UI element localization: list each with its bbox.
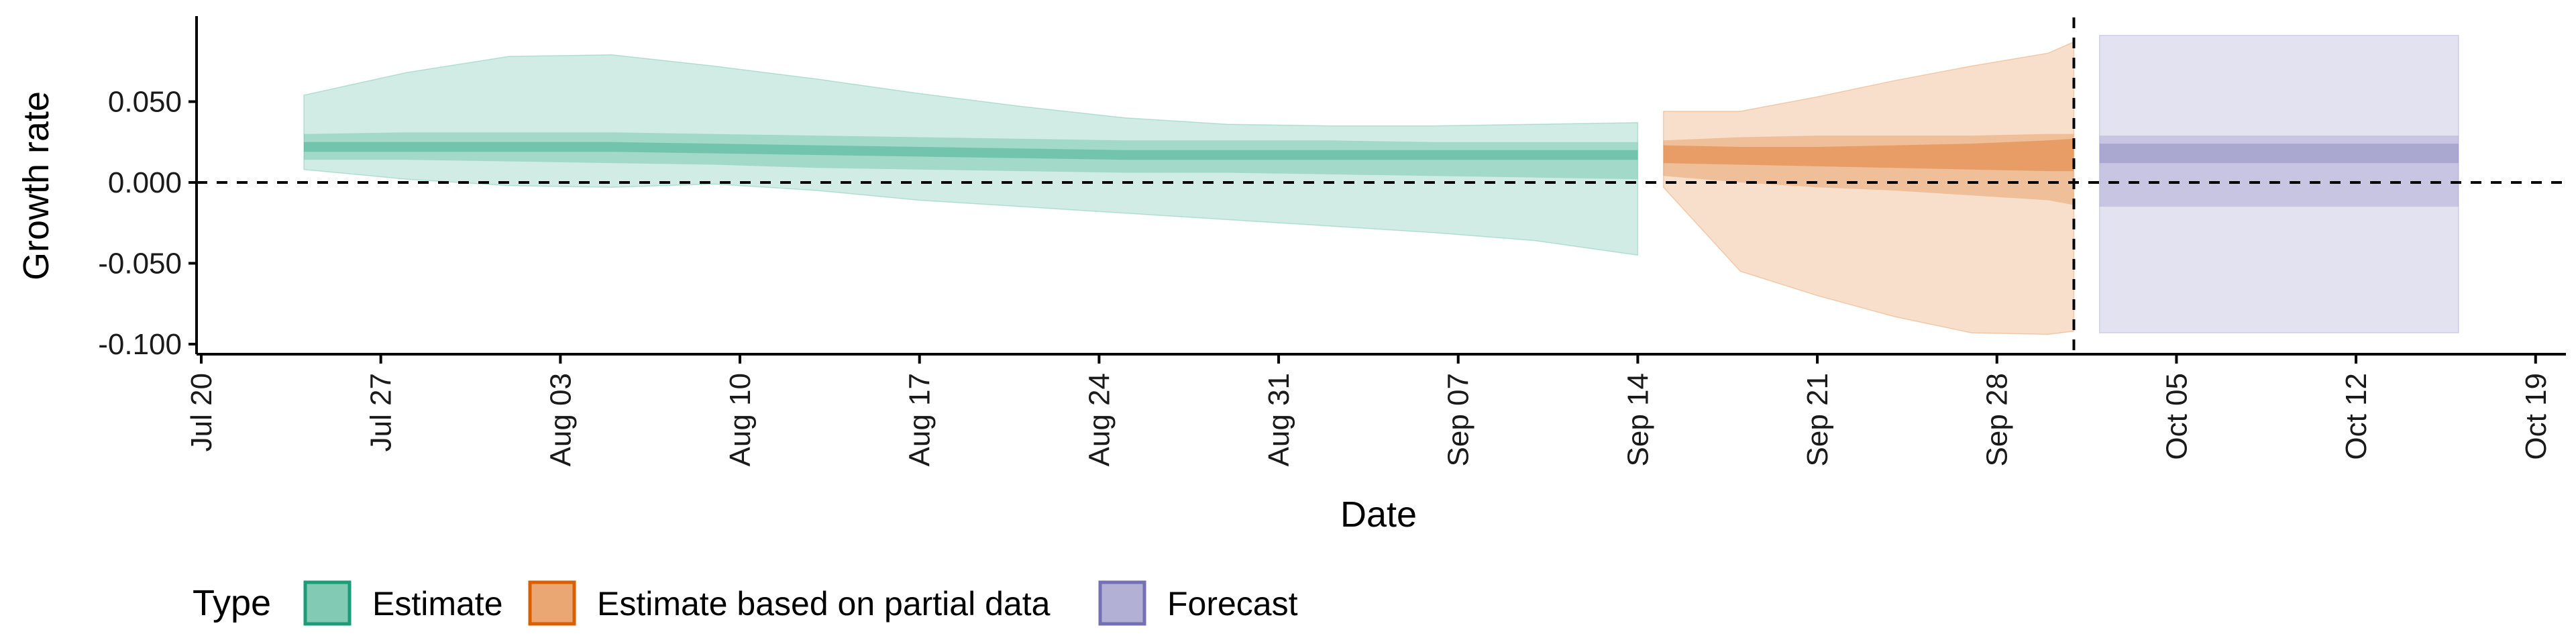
band-20-0 (304, 132, 1638, 180)
x-tick-label: Aug 10 (724, 373, 757, 466)
reference-lines (197, 17, 2566, 354)
band-90-1 (1662, 41, 2075, 335)
legend-items: Estimate Estimate based on partial data Fo… (303, 580, 1298, 626)
band-50-1 (1663, 138, 2074, 172)
legend: Type Estimate Estimate based on partial d… (193, 580, 1298, 626)
legend-label-1: Estimate based on partial data (597, 585, 1051, 623)
y-tick-label: 0.000 (108, 166, 182, 199)
legend-swatch-0 (303, 580, 352, 626)
x-tick-label: Sep 07 (1442, 373, 1475, 466)
x-tick-label: Oct 05 (2160, 373, 2193, 460)
ticks: -0.100 -0.050 0.000 0.050 Jul 20 Jul 27 Aug 03… (98, 85, 2553, 466)
legend-title: Type (193, 583, 271, 623)
x-tick-label: Aug 31 (1263, 373, 1295, 466)
x-axis-title: Date (1340, 494, 1417, 535)
band-50-0 (304, 142, 1638, 160)
x-tick-label: Jul 20 (185, 373, 218, 451)
y-axis-title: Growth rate (16, 91, 56, 280)
band-20-1 (1663, 133, 2074, 205)
legend-label-0: Estimate (372, 585, 503, 623)
legend-label-2: Forecast (1167, 585, 1298, 623)
x-tick-label: Aug 17 (904, 373, 936, 466)
x-tick-label: Sep 21 (1801, 373, 1834, 466)
x-tick-label: Aug 03 (544, 373, 577, 466)
x-tick-label: Aug 24 (1083, 373, 1116, 466)
x-tick-label: Oct 19 (2520, 373, 2553, 460)
legend-swatch-2 (1098, 580, 1146, 626)
series-forecast (2098, 34, 2459, 333)
y-tick-label: 0.050 (108, 85, 182, 118)
x-tick-label: Sep 28 (1981, 373, 2014, 466)
legend-swatch-1 (528, 580, 576, 626)
band-50-2 (2099, 144, 2459, 164)
bands-layer (303, 34, 2459, 335)
band-90-2 (2098, 34, 2459, 333)
band-90-0 (303, 54, 1639, 256)
y-tick-label: -0.050 (98, 247, 182, 280)
band-20-2 (2099, 136, 2459, 207)
series-estimate (303, 54, 1639, 256)
axes (195, 16, 2566, 356)
series-estimate-based-on-partial-data (1662, 41, 2075, 335)
x-tick-label: Oct 12 (2340, 373, 2373, 460)
y-tick-label: -0.100 (98, 328, 182, 361)
x-tick-label: Jul 27 (365, 373, 398, 451)
x-tick-label: Sep 14 (1621, 373, 1654, 466)
